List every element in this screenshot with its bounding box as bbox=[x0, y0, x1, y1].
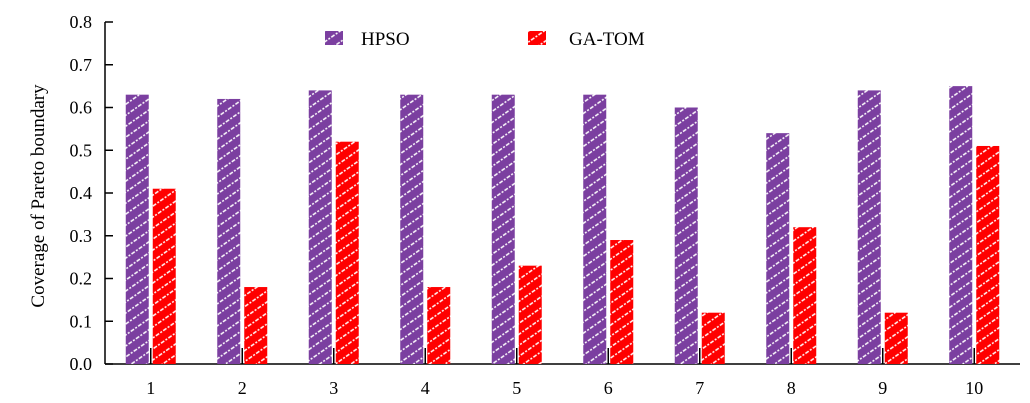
legend-swatch-hpso bbox=[325, 31, 343, 45]
y-tick-label: 0.3 bbox=[70, 226, 93, 246]
y-axis: 0.0 0.1 0.2 0.3 0.4 0.5 0.6 0.7 0.8 bbox=[70, 12, 113, 374]
bar-ga-tom-10 bbox=[976, 145, 1000, 364]
bar-ga-tom-7 bbox=[701, 312, 725, 364]
bar-hpso-2 bbox=[217, 98, 241, 364]
x-tick-label: 10 bbox=[965, 378, 983, 398]
x-tick-label: 6 bbox=[604, 378, 613, 398]
bar-ga-tom-1 bbox=[152, 188, 176, 364]
y-tick-label: 0.2 bbox=[70, 269, 93, 289]
bar-ga-tom-3 bbox=[335, 141, 359, 364]
bars bbox=[125, 86, 1000, 365]
bar-hpso-8 bbox=[766, 133, 790, 364]
bar-ga-tom-8 bbox=[793, 227, 817, 364]
y-tick-label: 0.5 bbox=[70, 140, 93, 160]
bar-hpso-7 bbox=[674, 107, 698, 364]
x-tick-label: 5 bbox=[512, 378, 521, 398]
y-tick-label: 0.4 bbox=[70, 183, 93, 203]
bar-ga-tom-4 bbox=[427, 287, 451, 364]
bar-hpso-1 bbox=[125, 94, 149, 365]
x-tick-label: 4 bbox=[421, 378, 430, 398]
legend-swatch-ga-tom bbox=[528, 31, 546, 45]
bar-ga-tom-2 bbox=[244, 287, 268, 364]
legend-label-hpso: HPSO bbox=[361, 29, 410, 50]
bar-hpso-3 bbox=[308, 90, 332, 365]
legend-label-ga-tom: GA-TOM bbox=[569, 29, 645, 50]
y-tick-label: 0.1 bbox=[70, 311, 93, 331]
x-tick-label: 2 bbox=[238, 378, 247, 398]
bar-hpso-4 bbox=[400, 94, 424, 365]
bar-hpso-10 bbox=[949, 86, 973, 364]
bar-ga-tom-6 bbox=[610, 240, 634, 364]
bar-ga-tom-9 bbox=[884, 312, 908, 364]
legend: HPSO GA-TOM bbox=[325, 29, 645, 50]
y-axis-title: Coverage of Pareto boundary bbox=[28, 84, 49, 308]
x-axis: 1 2 3 4 5 6 7 8 9 10 bbox=[105, 348, 1020, 398]
bar-ga-tom-5 bbox=[518, 265, 542, 364]
x-tick-label: 9 bbox=[878, 378, 887, 398]
x-tick-label: 1 bbox=[146, 378, 155, 398]
y-tick-label: 0.0 bbox=[70, 354, 93, 374]
y-tick-label: 0.8 bbox=[70, 12, 93, 32]
y-tick-label: 0.6 bbox=[70, 98, 93, 118]
bar-hpso-5 bbox=[491, 94, 515, 365]
x-tick-label: 8 bbox=[787, 378, 796, 398]
x-tick-label: 7 bbox=[695, 378, 704, 398]
y-tick-label: 0.7 bbox=[70, 55, 93, 75]
x-tick-label: 3 bbox=[329, 378, 338, 398]
bar-hpso-9 bbox=[857, 90, 881, 365]
bar-hpso-6 bbox=[583, 94, 607, 365]
